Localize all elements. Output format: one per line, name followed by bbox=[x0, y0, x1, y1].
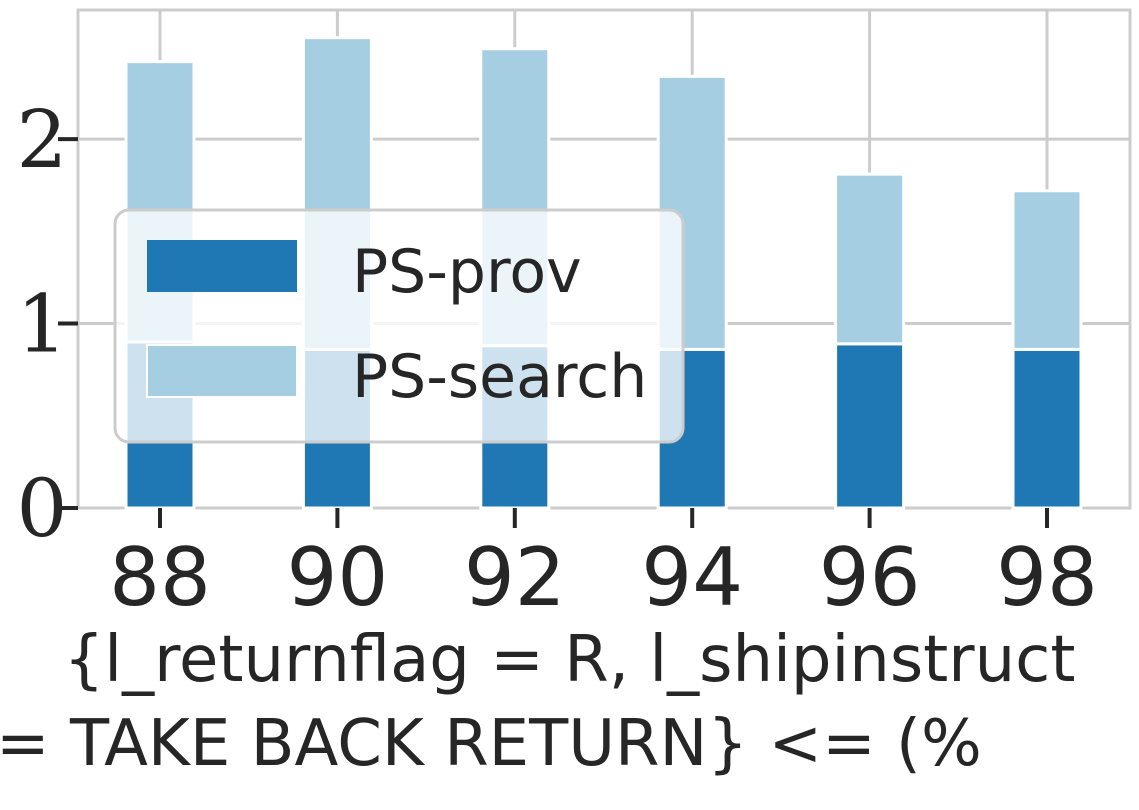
legend: PS-prov PS-search bbox=[113, 208, 685, 444]
bar-ps-prov-96 bbox=[834, 342, 906, 510]
legend-label-ps-prov: PS-prov bbox=[352, 237, 582, 307]
x-axis-label-line-2: = TAKE BACK RETURN} <= (% bbox=[0, 707, 982, 781]
legend-swatch-ps-prov bbox=[147, 240, 297, 292]
bar-ps-prov-98 bbox=[1011, 347, 1083, 510]
legend-label-ps-search: PS-search bbox=[352, 342, 647, 412]
x-tick-label: 88 bbox=[109, 531, 211, 624]
y-tick-label: 1 bbox=[17, 278, 68, 371]
x-axis-label-line-1: {l_returnflag = R, l_shipinstruct bbox=[63, 623, 1076, 697]
x-tick-label: 94 bbox=[641, 531, 743, 624]
y-tick-label: 0 bbox=[17, 462, 68, 555]
y-tick-label: 2 bbox=[17, 93, 68, 186]
axes: 88 90 92 94 96 98 0 1 2 bbox=[17, 93, 1098, 624]
bar-ps-search-96 bbox=[834, 172, 906, 346]
legend-swatch-ps-search bbox=[146, 344, 298, 398]
x-tick-label: 96 bbox=[819, 531, 921, 624]
x-tick-label: 98 bbox=[996, 531, 1098, 624]
x-tick-label: 92 bbox=[464, 531, 566, 624]
x-tick-label: 90 bbox=[287, 531, 389, 624]
bar-ps-search-98 bbox=[1011, 189, 1083, 351]
